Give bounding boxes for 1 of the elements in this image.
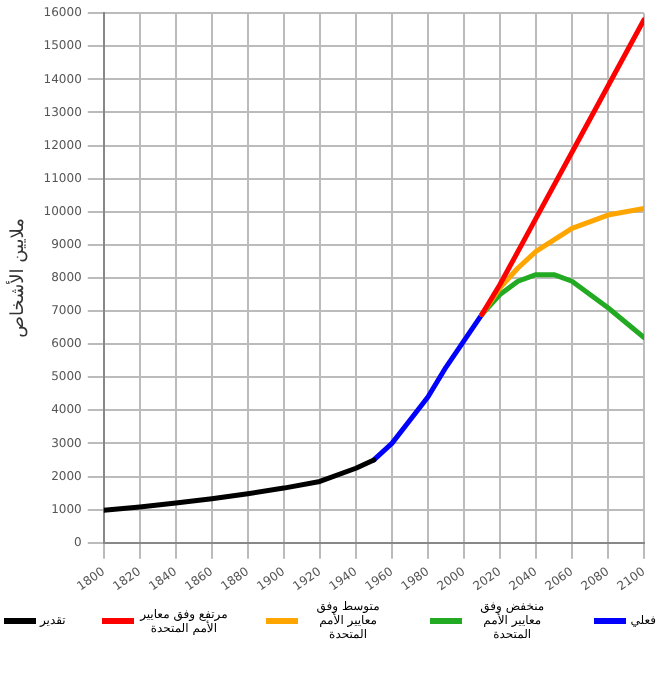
y-axis-title: ملايين الأشخاص: [5, 217, 30, 338]
